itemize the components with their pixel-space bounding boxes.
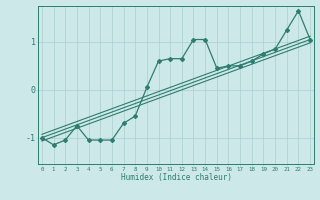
- X-axis label: Humidex (Indice chaleur): Humidex (Indice chaleur): [121, 173, 231, 182]
